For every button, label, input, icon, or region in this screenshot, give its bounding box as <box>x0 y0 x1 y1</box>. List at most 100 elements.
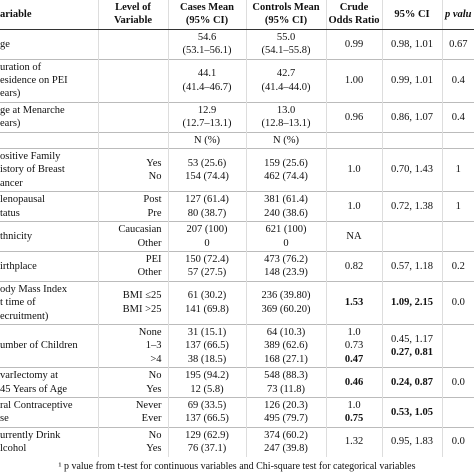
table-cell: 0.57, 1.18 <box>381 250 442 282</box>
cell-line: N (%) <box>273 134 299 146</box>
cell-line: Pre <box>147 207 162 219</box>
table-cell: No Yes <box>97 426 168 457</box>
cell-line: (95% CI) <box>185 15 229 27</box>
cell-line: 0.4 <box>451 75 465 87</box>
cell-line: 127 (61.4) <box>185 194 229 206</box>
table-cell: 31 (15.1) 137 (66.5) 38 (18.5) <box>167 323 246 368</box>
cell-line: >4 <box>150 353 162 365</box>
data-table: ariable Level of Variable Cases Mean (95% CI… <box>0 0 474 457</box>
cell-line: Cases Mean <box>180 2 234 13</box>
cell-line: 0.47 <box>344 353 364 365</box>
table-cell <box>441 396 474 428</box>
table-cell: 0.2 <box>441 250 474 282</box>
cell-line: Variable <box>113 15 153 27</box>
table-cell: 44.1 (41.4–46.7) <box>167 58 246 103</box>
cell-line: 0.75 <box>344 413 364 425</box>
table-cell <box>441 323 474 368</box>
cell-line: Caucasian <box>118 224 162 236</box>
table-cell: 0.0 <box>441 280 474 325</box>
table-cell: 0.4 <box>441 58 474 103</box>
cell-line: (41.4–46.7) <box>182 81 232 93</box>
table-cell: 374 (60.2) 247 (39.8) <box>245 426 326 457</box>
table-cell: 13.0 (12.8–13.1) <box>245 101 326 133</box>
table-row: N (%) N (%) <box>0 131 474 149</box>
table-cell: ody Mass Index t time of ecruitment) <box>0 280 98 325</box>
table-cell: None 1–3 >4 <box>97 323 168 368</box>
cell-line: ral Contraceptive <box>0 399 73 411</box>
table-cell: varIectomy at 45 Years of Age <box>0 367 98 398</box>
cell-line: 154 (74.4) <box>185 171 229 183</box>
table-cell <box>97 131 168 149</box>
table-cell: Post Pre <box>97 191 168 222</box>
cell-line: 57 (27.5) <box>187 267 227 279</box>
table-cell: 0.45, 1.17 0.27, 0.81 <box>381 323 442 368</box>
header-row: ariable Level of Variable Cases Mean (95% CI… <box>0 0 474 30</box>
table-cell: 0.70, 1.43 <box>381 148 442 192</box>
table-cell: 1.0 <box>325 191 382 222</box>
cell-line: 0.2 <box>451 260 465 272</box>
table-cell: 61 (30.2) 141 (69.8) <box>167 280 246 325</box>
table-row: uration of esidence on PEI ears) 44.1 (41.4–… <box>0 58 474 103</box>
table-cell: lenopausal tatus <box>0 191 98 222</box>
table-cell <box>381 131 442 149</box>
table-cell: 0.98, 1.01 <box>381 28 442 60</box>
cell-line: ears) <box>0 118 21 130</box>
cell-line: 1.00 <box>344 75 364 87</box>
table-row: thnicity Caucasian Other 207 (100) 0 621 (100… <box>0 221 474 252</box>
cell-line: (95% CI) <box>264 15 308 27</box>
table-cell: thnicity <box>0 221 98 252</box>
cell-line: 0 <box>204 237 210 249</box>
cell-line: (12.8–13.1) <box>261 118 311 130</box>
table-cell: 127 (61.4) 80 (38.7) <box>167 191 246 222</box>
cell-line: No <box>148 429 162 441</box>
table-cell: ge <box>0 28 98 60</box>
table-cell: 236 (39.80) 369 (60.20) <box>245 280 326 325</box>
cell-line: 236 (39.80) <box>261 290 311 302</box>
table-cell: 0.67 <box>441 28 474 60</box>
table-cell: 0.53, 1.05 <box>381 396 442 428</box>
cell-line: 0.99, 1.01 <box>391 75 433 87</box>
table-cell: 12.9 (12.7–13.1) <box>167 101 246 133</box>
header-cell: ariable <box>0 0 98 30</box>
table-cell: 0.95, 1.83 <box>381 426 442 457</box>
cell-line: 0.0 <box>451 297 465 309</box>
cell-line: No <box>148 171 162 183</box>
cell-line: No <box>148 370 162 382</box>
table-cell: 473 (76.2) 148 (23.9) <box>245 250 326 282</box>
table-cell: 1.32 <box>325 426 382 457</box>
table-cell: 54.6 (53.1–56.1) <box>167 28 246 60</box>
table-cell: ositive Family istory of Breast ancer <box>0 148 98 192</box>
cell-line: 1.53 <box>344 297 364 309</box>
cell-line: 0.95, 1.83 <box>391 436 433 448</box>
cell-line: 195 (94.2) <box>185 370 229 382</box>
cell-line: 64 (10.3) <box>266 326 306 338</box>
footnote: ¹ p value from t-test for continuous var… <box>58 461 416 472</box>
cell-line: thnicity <box>0 230 33 242</box>
table-body: ge 54.6 (53.1–56.1) 55.0 (54.1–55.8) 0.99 0.98… <box>0 28 474 457</box>
cell-line: 76 (37.1) <box>187 443 227 455</box>
cell-line: Post <box>143 194 162 206</box>
table-row: ral Contraceptive se Never Ever 69 (33.5) 137… <box>0 396 474 428</box>
cell-line: 1.32 <box>344 436 364 448</box>
cell-line: 137 (66.5) <box>185 413 229 425</box>
header-cell: Level of Variable <box>97 0 168 30</box>
cell-line: 61 (30.2) <box>187 290 227 302</box>
table-cell: 0.0 <box>441 367 474 398</box>
cell-line: NA <box>346 230 362 242</box>
cell-line: (12.7–13.1) <box>182 118 232 130</box>
table-cell: 1.00 <box>325 58 382 103</box>
cell-line: 247 (39.8) <box>264 443 308 455</box>
table-cell <box>97 28 168 60</box>
cell-line: 369 (60.20) <box>261 303 311 315</box>
table-cell: 207 (100) 0 <box>167 221 246 252</box>
cell-line: 126 (20.3) <box>264 399 308 411</box>
cell-line: 0.82 <box>344 260 364 272</box>
table-cell: 1.09, 2.15 <box>381 280 442 325</box>
cell-line: 31 (15.1) <box>187 326 227 338</box>
cell-line: 13.0 <box>276 104 296 116</box>
table-cell: 1 <box>441 191 474 222</box>
table-row: ge at Menarche ears) 12.9 (12.7–13.1) 13.0 (1… <box>0 101 474 133</box>
table-row: ody Mass Index t time of ecruitment) BMI ≤2… <box>0 280 474 325</box>
cell-line: 462 (74.4) <box>264 171 308 183</box>
table-cell: Yes No <box>97 148 168 192</box>
